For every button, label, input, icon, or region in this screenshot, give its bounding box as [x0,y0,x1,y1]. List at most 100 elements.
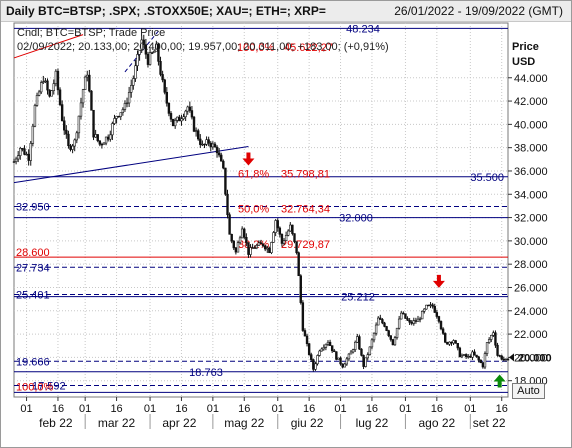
candle-body [452,340,455,344]
candle-body [471,351,474,358]
candle-body [500,355,503,360]
candle-body [458,347,462,358]
candle-body [360,348,363,356]
candle-body [435,312,439,317]
down-arrow-1 [242,152,255,166]
legend-ohlc: 02/09/2022; 20.133,00; 20.400,00; 19.957… [17,41,389,53]
level-25401-label: 25.401 [16,289,50,301]
candle-body [56,70,60,91]
candle-body [73,139,76,147]
candle-body [83,76,87,90]
candle-body [487,339,491,343]
candle-body [320,348,323,352]
date-range: 26/01/2022 - 19/09/2022 (GMT) [394,4,563,18]
candle-body [358,336,361,350]
y-tick-label: 38.000 [514,143,548,155]
candle-body [96,134,99,142]
y-tick-label: 22.000 [514,329,548,341]
x-month-label: giu 22 [291,416,324,430]
candle-body [50,90,53,97]
candle-body [297,252,300,277]
candle-body [274,220,277,233]
candle-body [343,363,346,368]
fib-price: 29.729,87 [281,239,330,251]
candle-body [134,65,137,79]
candle-body [165,91,169,104]
fib-price: 32.764,34 [281,204,330,216]
candle-body [222,160,225,169]
x-tick-label: 01 [79,403,91,415]
candle-body [364,357,367,367]
candle-body [184,110,187,118]
candle-body [132,78,135,86]
candle-body [490,335,493,340]
x-tick-label: 16 [238,403,250,415]
legend-series: Cndl; BTC=BTSP; Trade Price [17,27,165,39]
candle-body [263,245,267,250]
candle-body [238,237,242,243]
candle-body [113,118,116,124]
y-tick-label: 36.000 [514,166,548,178]
candle-body [429,304,432,306]
candle-body [167,102,171,114]
down-arrow-2 [432,274,445,288]
candle-body [261,243,265,247]
candle-body [217,152,221,156]
x-tick-label: 16 [303,403,315,415]
candle-body [303,330,307,337]
candle-body [492,332,495,336]
candle-body [245,236,248,243]
candle-body [479,359,482,364]
candle-body [186,106,189,112]
candle-body [12,161,16,163]
candle-body [169,113,173,120]
fib-percent-bottom: 100,0% [16,381,54,393]
y-tick-label: 44.000 [514,73,548,85]
candle-body [337,357,340,360]
support-trendline [13,146,249,184]
candle-body [284,235,288,241]
candle-body [255,245,259,249]
candle-body [194,130,198,132]
candle-body [25,153,28,156]
level-18763-label: 18.763 [189,367,223,379]
candle-body [16,155,20,160]
candle-body [138,50,141,55]
y-tick-label: 20.000 [514,352,548,364]
candle-body [201,143,204,146]
candle-body [203,143,206,146]
candle-body [136,54,139,67]
x-month-label: lug 22 [356,416,389,430]
candle-body [127,92,131,104]
candle-body [35,95,39,106]
fib-price: 35.798,81 [281,168,330,180]
candle-body [312,359,315,370]
candle-body [65,129,68,135]
fib-percent: 61,8% [238,168,269,180]
candle-body [272,232,275,243]
candle-body [362,355,365,367]
candle-body [148,52,152,65]
candle-body [395,327,399,338]
candle-body [90,90,93,111]
candle-body [67,133,70,146]
candle-body [450,341,453,344]
candle-body [374,324,378,334]
candle-body [207,139,210,144]
x-month-label: mar 22 [98,416,136,430]
x-tick-label: 01 [144,403,156,415]
candle-body [314,363,317,370]
candle-body [215,146,219,154]
candle-body [88,74,91,92]
candle-body [318,350,321,356]
candle-body [257,242,261,246]
auto-scale-button[interactable]: Auto [512,383,545,399]
candle-body [307,343,311,355]
candle-body [397,318,401,329]
candle-body [506,358,510,361]
candle-body [339,357,342,365]
candle-body [353,341,357,350]
candle-body [130,85,133,93]
candle-body [226,193,229,216]
